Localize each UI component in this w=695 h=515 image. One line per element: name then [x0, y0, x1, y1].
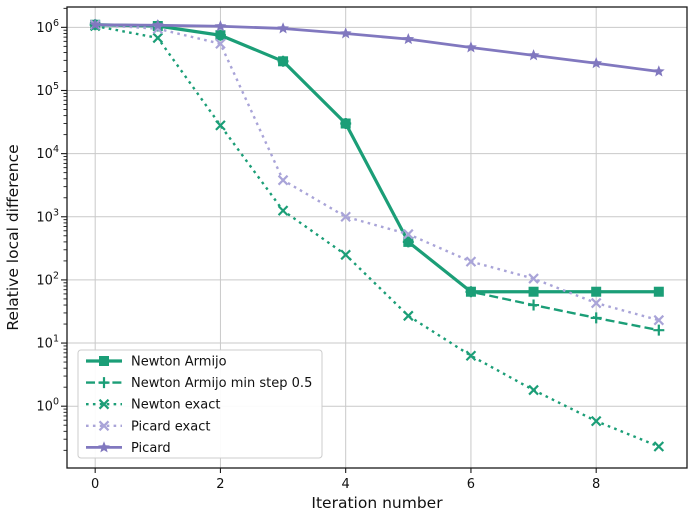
- y-tick-label: 100: [36, 397, 59, 415]
- marker-star: [98, 441, 110, 453]
- marker-plus: [214, 29, 226, 41]
- y-tick-label: 103: [36, 207, 59, 225]
- marker-x: [277, 205, 289, 216]
- x-tick-label: 0: [91, 477, 99, 492]
- marker-x: [340, 211, 351, 223]
- marker-x: [653, 441, 665, 452]
- marker-square: [591, 286, 602, 297]
- marker-square: [528, 286, 539, 297]
- legend-label: Newton Armijo: [131, 355, 227, 370]
- marker-plus: [98, 377, 110, 389]
- marker-square: [99, 356, 109, 366]
- legend-item-picard: Picard: [86, 441, 171, 456]
- marker-x: [590, 415, 602, 427]
- marker-plus: [340, 118, 352, 130]
- marker-x: [215, 120, 226, 131]
- y-tick-label: 102: [36, 270, 59, 288]
- x-tick-label: 6: [467, 477, 475, 492]
- marker-star: [277, 22, 289, 34]
- x-axis-label: Iteration number: [311, 494, 443, 512]
- marker-x: [340, 249, 351, 261]
- y-tick-label: 104: [36, 144, 59, 162]
- plot-spines: [66, 6, 688, 469]
- marker-x: [465, 350, 477, 362]
- marker-star: [339, 27, 352, 39]
- legend-item-newton-exact: Newton exact: [86, 398, 220, 413]
- y-tick-label: 106: [36, 18, 59, 36]
- marker-x: [528, 384, 539, 396]
- marker-plus: [277, 55, 289, 67]
- legend-box: [77, 349, 323, 459]
- tick-labels: 0 2 4 6 8 106 105 104 103 102 101 100: [36, 18, 600, 492]
- marker-x: [98, 420, 110, 432]
- legend-item-newton-armijo: Newton Armijo: [86, 355, 227, 370]
- y-axis-label: Relative local difference: [4, 144, 22, 330]
- marker-star: [590, 57, 603, 69]
- marker-star: [527, 49, 540, 61]
- marker-plus: [402, 236, 414, 248]
- legend: Newton Armijo Newton Armijo min step 0.5 N…: [77, 349, 323, 459]
- marker-x: [465, 256, 477, 267]
- marker-square: [653, 286, 664, 297]
- legend-label: Newton Armijo min step 0.5: [131, 376, 312, 391]
- series-picard: [89, 18, 665, 77]
- series-line-picard-exact: [95, 23, 660, 322]
- marker-x: [653, 314, 665, 326]
- legend-label: Picard: [131, 441, 171, 456]
- marker-x: [277, 174, 289, 186]
- legend-label: Picard exact: [131, 419, 210, 434]
- x-tick-label: 2: [216, 477, 224, 492]
- marker-star: [652, 65, 665, 77]
- marker-x: [590, 297, 602, 309]
- legend-item-newton-armijo-min-step-0-5: Newton Armijo min step 0.5: [86, 376, 312, 391]
- x-tick-label: 4: [342, 477, 350, 492]
- marker-plus: [590, 312, 602, 324]
- legend-label: Newton exact: [131, 398, 220, 413]
- marker-star: [214, 20, 227, 32]
- y-tick-label: 101: [36, 334, 59, 352]
- series-newton-exact: [89, 20, 665, 452]
- marker-x: [215, 38, 226, 50]
- marker-star: [89, 18, 102, 30]
- marker-x: [152, 32, 164, 44]
- marker-plus: [528, 299, 540, 311]
- marker-x: [98, 398, 110, 410]
- x-tick-label: 8: [592, 477, 600, 492]
- legend-item-picard-exact: Picard exact: [86, 419, 210, 434]
- marker-plus: [653, 324, 665, 336]
- y-tick-label: 105: [36, 81, 59, 99]
- marker-plus: [465, 286, 477, 298]
- marker-star: [465, 41, 477, 53]
- series-line-newton-exact: [94, 24, 660, 448]
- marker-star: [402, 32, 415, 45]
- gridlines: [67, 7, 687, 468]
- marker-star: [151, 19, 164, 31]
- marker-x: [403, 310, 414, 322]
- series-line-picard: [95, 23, 660, 73]
- marker-x: [403, 228, 414, 240]
- series-line-newton-armijo-min-step-0-5: [95, 23, 660, 332]
- marker-x: [528, 273, 539, 284]
